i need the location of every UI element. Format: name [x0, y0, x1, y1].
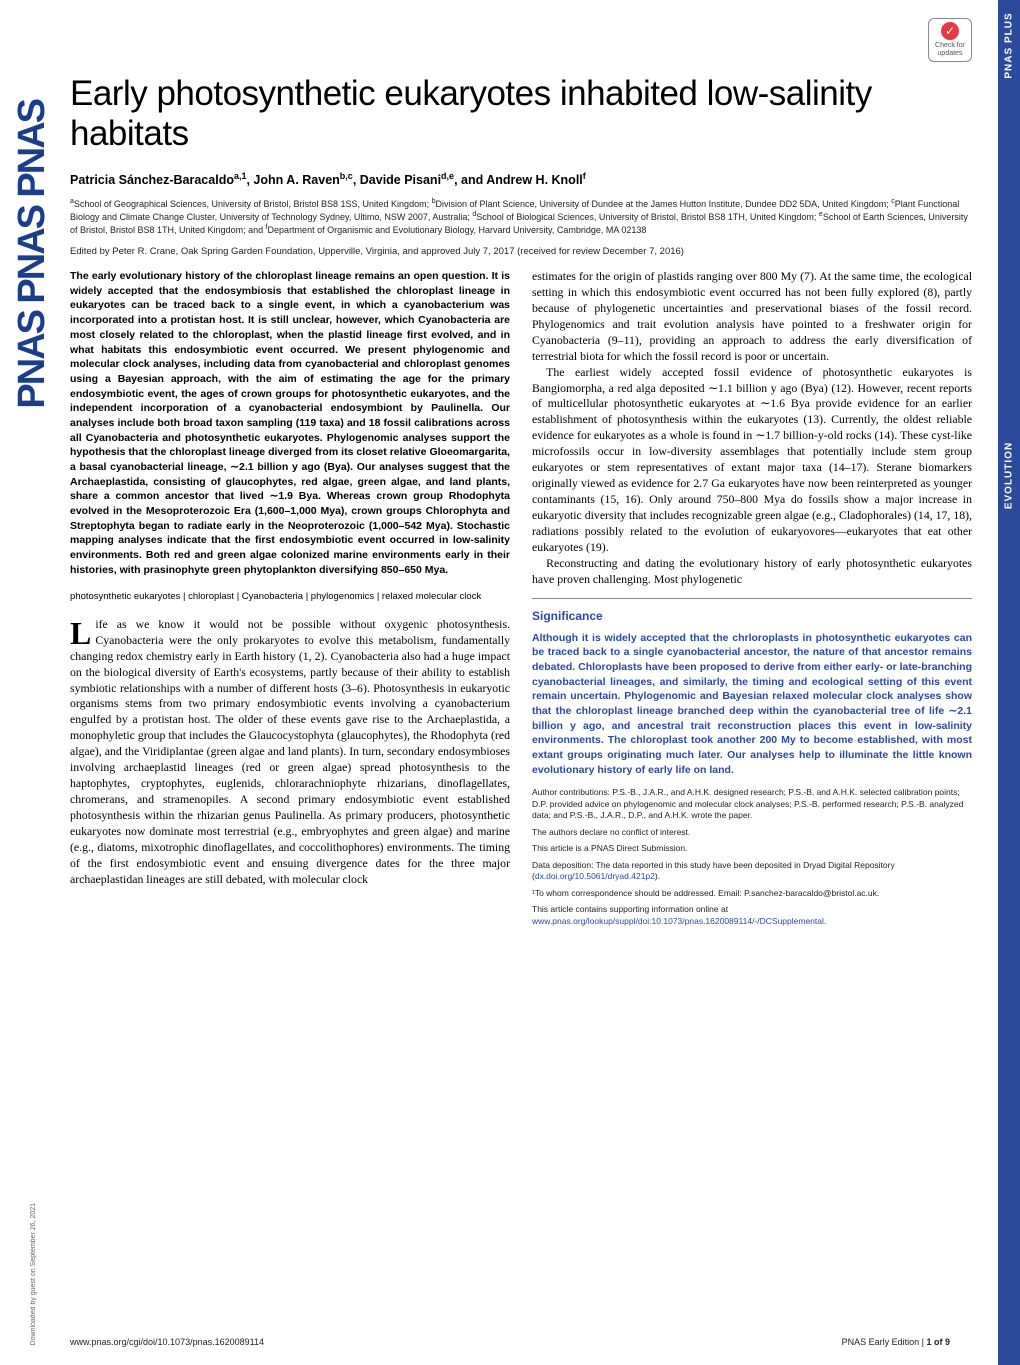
body-paragraph-1: Life as we know it would not be possible…	[70, 617, 510, 888]
edited-by: Edited by Peter R. Crane, Oak Spring Gar…	[70, 246, 972, 257]
badge-text-2: updates	[938, 50, 963, 58]
article-title: Early photosynthetic eukaryotes inhabite…	[70, 74, 972, 155]
author-list: Patricia Sánchez-Baracaldoa,1, John A. R…	[70, 171, 972, 187]
supporting-info: This article contains supporting informa…	[532, 904, 972, 927]
footer-notes: Author contributions: P.S.-B., J.A.R., a…	[532, 787, 972, 927]
submission-type: This article is a PNAS Direct Submission…	[532, 843, 972, 854]
affiliations: aSchool of Geographical Sciences, Univer…	[70, 197, 972, 236]
check-updates-badge[interactable]: ✓ Check for updates	[928, 18, 972, 62]
doi-url: www.pnas.org/cgi/doi/10.1073/pnas.162008…	[70, 1337, 264, 1347]
body-paragraph-2: estimates for the origin of plastids ran…	[532, 269, 972, 365]
author-contributions: Author contributions: P.S.-B., J.A.R., a…	[532, 787, 972, 821]
correspondence: ¹To whom correspondence should be addres…	[532, 888, 972, 899]
supporting-link[interactable]: www.pnas.org/lookup/suppl/doi:10.1073/pn…	[532, 916, 824, 926]
body-paragraph-4: Reconstructing and dating the evolutiona…	[532, 556, 972, 588]
body-paragraph-3: The earliest widely accepted fossil evid…	[532, 365, 972, 556]
significance-title: Significance	[532, 609, 972, 623]
significance-box: Significance Although it is widely accep…	[532, 598, 972, 928]
abstract: The early evolutionary history of the ch…	[70, 269, 510, 577]
page-number: PNAS Early Edition | 1 of 9	[842, 1337, 950, 1347]
badge-text-1: Check for	[935, 42, 965, 50]
conflict-statement: The authors declare no conflict of inter…	[532, 827, 972, 838]
dryad-link[interactable]: dx.doi.org/10.5061/dryad.421p2	[535, 871, 655, 881]
keywords: photosynthetic eukaryotes | chloroplast …	[70, 590, 510, 603]
data-deposition: Data deposition: The data reported in th…	[532, 860, 972, 883]
checkmark-icon: ✓	[941, 22, 959, 40]
significance-text: Although it is widely accepted that the …	[532, 631, 972, 778]
page-footer: www.pnas.org/cgi/doi/10.1073/pnas.162008…	[70, 1337, 950, 1347]
